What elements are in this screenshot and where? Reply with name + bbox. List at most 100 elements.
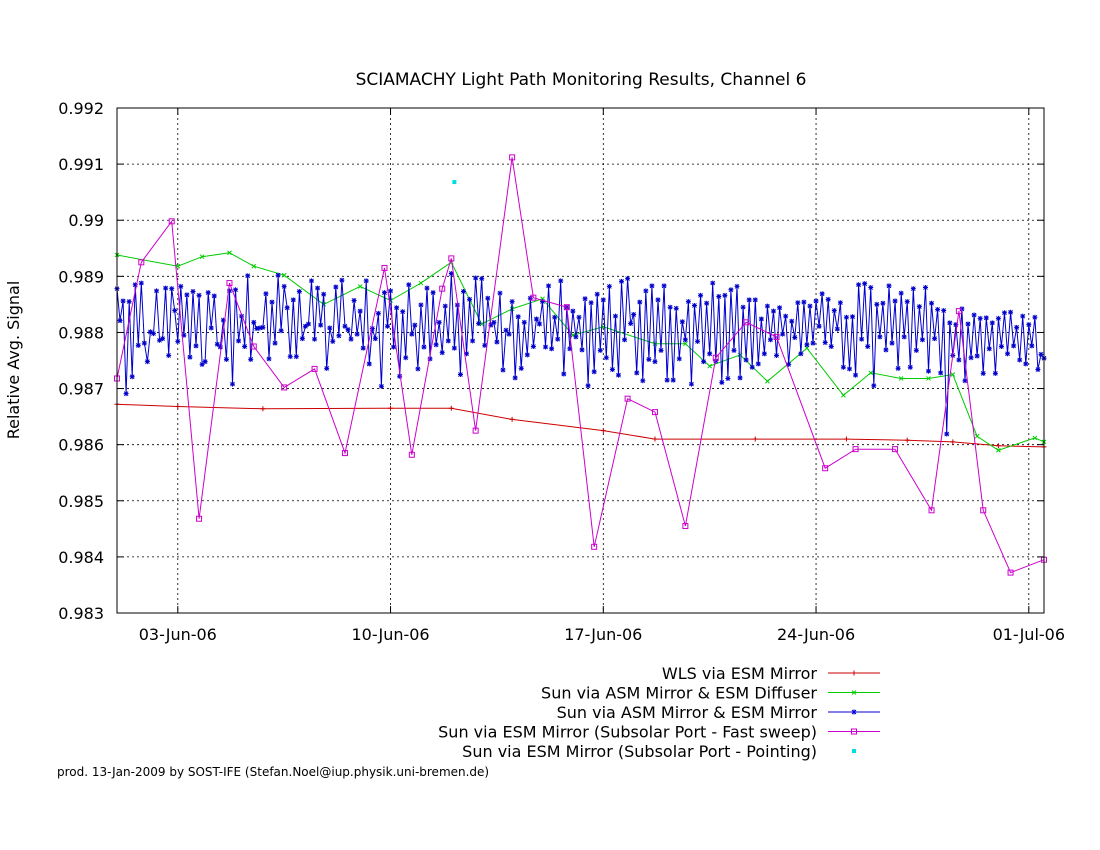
data-point [366, 361, 372, 367]
data-point [497, 290, 503, 296]
data-point [737, 375, 743, 381]
data-point [643, 288, 649, 294]
data-point [944, 431, 950, 437]
data-point [181, 332, 187, 338]
data-point [683, 341, 688, 347]
data-point [955, 308, 962, 315]
data-point [752, 436, 758, 442]
data-point [971, 312, 977, 318]
data-point [606, 283, 612, 289]
data-point [852, 446, 859, 453]
data-point [995, 443, 1001, 449]
data-point [430, 290, 436, 296]
credit-text: prod. 13-Jan-2009 by SOST-IFE (Stefan.No… [57, 765, 489, 779]
data-point [381, 290, 387, 296]
data-point [889, 340, 895, 346]
y-tick-label: 0.988 [58, 323, 104, 342]
data-point [281, 384, 288, 391]
data-point [312, 336, 318, 342]
data-point [1017, 357, 1023, 363]
data-point [682, 337, 688, 343]
data-point [707, 351, 713, 357]
data-point [892, 446, 899, 453]
data-point [743, 357, 749, 363]
data-point [263, 291, 269, 297]
data-point [254, 326, 260, 332]
data-point [512, 375, 518, 381]
data-point [418, 280, 424, 286]
data-point [935, 306, 941, 312]
data-point [452, 180, 457, 185]
data-point [138, 280, 144, 286]
data-point [160, 336, 166, 342]
data-point [707, 363, 713, 369]
data-point [369, 326, 375, 332]
data-point [661, 283, 667, 289]
data-point [837, 300, 843, 306]
data-point [792, 334, 798, 340]
data-point [518, 365, 524, 371]
data-point [555, 336, 561, 342]
data-point [761, 351, 767, 357]
data-point [977, 315, 983, 321]
data-point [600, 297, 606, 303]
data-point [767, 337, 773, 343]
series-line [116, 157, 1045, 574]
data-point [722, 292, 728, 298]
data-point [974, 433, 980, 439]
data-point [305, 321, 311, 327]
x-axis: 03-Jun-06 10-Jun-06 17-Jun-06 24-Jun-06 01-J… [139, 108, 1065, 644]
data-point [175, 338, 181, 344]
data-point [509, 154, 516, 161]
data-point [412, 322, 418, 328]
data-point [187, 354, 193, 360]
data-point [278, 328, 284, 334]
data-point [536, 321, 542, 327]
data-point [123, 391, 129, 397]
data-point [287, 354, 293, 360]
data-point [667, 304, 673, 310]
data-point [341, 450, 348, 457]
data-point [713, 358, 719, 364]
data-point [479, 276, 485, 282]
data-point [825, 296, 831, 302]
data-point [245, 273, 251, 279]
data-point [272, 340, 278, 346]
data-point [865, 343, 871, 349]
data-point [236, 338, 242, 344]
data-point [549, 346, 555, 352]
data-point [388, 405, 394, 411]
data-point [843, 436, 849, 442]
data-point [704, 300, 710, 306]
data-point [394, 305, 400, 311]
data-point [448, 255, 455, 262]
data-point [509, 416, 515, 422]
data-point [135, 342, 141, 348]
data-point [712, 354, 719, 361]
data-point [1026, 322, 1032, 328]
data-point [591, 543, 598, 550]
data-point [330, 338, 336, 344]
data-point [166, 352, 172, 358]
data-point [296, 288, 302, 294]
data-point [147, 329, 153, 335]
data-point [822, 340, 828, 346]
data-point [950, 372, 956, 377]
data-point [333, 284, 339, 290]
data-point [795, 300, 801, 306]
data-point [871, 383, 877, 389]
data-point [774, 352, 780, 358]
data-point [202, 359, 208, 365]
data-point [834, 326, 840, 332]
data-point [874, 301, 880, 307]
data-point [640, 378, 646, 384]
data-point [168, 218, 175, 225]
data-point [144, 359, 150, 365]
data-point [460, 288, 466, 294]
data-point [986, 346, 992, 352]
data-point [585, 383, 591, 389]
data-point [886, 283, 892, 289]
data-point [403, 355, 409, 361]
data-point [193, 343, 199, 349]
